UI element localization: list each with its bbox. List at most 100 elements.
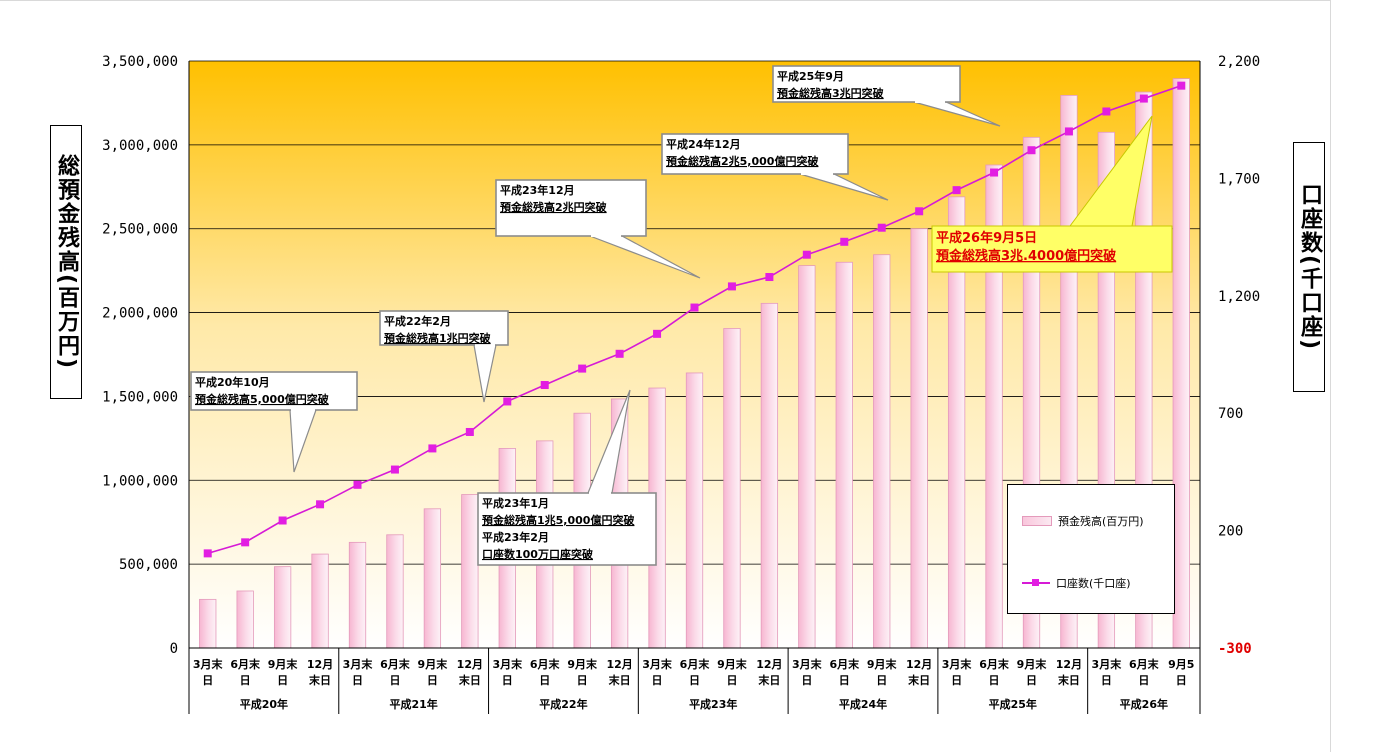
legend-item-bar: 預金残高(百万円) bbox=[1022, 513, 1144, 529]
category-label-line2: 日 bbox=[1026, 674, 1037, 687]
left-tick-label: 500,000 bbox=[119, 557, 178, 573]
callout-text: 預金総残高2兆5,000億円突破 bbox=[666, 154, 818, 168]
category-label-line2: 日 bbox=[352, 674, 363, 687]
category-label-line1: 6月末 bbox=[979, 657, 1010, 671]
line-marker bbox=[1102, 107, 1111, 116]
bar bbox=[835, 261, 853, 649]
category-label-line2: 日 bbox=[1138, 674, 1149, 687]
group-label: 平成21年 bbox=[390, 697, 438, 711]
right-tick-label: 2,200 bbox=[1218, 54, 1260, 70]
left-tick-label: 3,000,000 bbox=[102, 138, 178, 154]
line-marker bbox=[1177, 81, 1186, 90]
category-label-line2: 日 bbox=[951, 674, 962, 687]
category-label-line2: 日 bbox=[277, 674, 288, 687]
annotation-callout: 平成23年1月預金総残高1兆5,000億円突破平成23年2月口座数100万口座突… bbox=[477, 389, 657, 566]
left-tick-label: 2,000,000 bbox=[102, 306, 178, 322]
category-label-line2: 末日 bbox=[458, 673, 481, 687]
legend-bar-label: 預金残高(百万円) bbox=[1058, 515, 1144, 528]
callout-text: 預金総残高2兆円突破 bbox=[500, 200, 607, 214]
category-label-line1: 3月末 bbox=[792, 657, 823, 671]
category-label-line2: 日 bbox=[801, 674, 812, 687]
callout-date: 平成23年1月 bbox=[482, 496, 549, 510]
category-label-line2: 日 bbox=[689, 674, 700, 687]
group-label: 平成22年 bbox=[539, 697, 587, 711]
callout-text: 預金総残高1兆5,000億円突破 bbox=[482, 513, 634, 527]
group-label: 平成26年 bbox=[1120, 697, 1168, 711]
line-marker bbox=[353, 480, 362, 489]
callout-text: 預金総残高3兆.4000億円突破 bbox=[936, 248, 1116, 264]
left-tick-label: 1,500,000 bbox=[102, 389, 178, 405]
right-axis-title-text: 口座数(千口座) bbox=[1297, 182, 1322, 352]
category-label-line1: 12月 bbox=[906, 658, 932, 671]
line-marker bbox=[390, 465, 399, 474]
category-label-line1: 9月末 bbox=[567, 657, 598, 671]
line-marker bbox=[1139, 94, 1148, 103]
legend-line-swatch bbox=[1022, 579, 1050, 587]
category-label-line1: 3月末 bbox=[492, 657, 523, 671]
group-label: 平成23年 bbox=[689, 697, 737, 711]
line-marker bbox=[915, 207, 924, 216]
category-label-line2: 末日 bbox=[1057, 673, 1080, 687]
category-label-line2: 日 bbox=[502, 674, 513, 687]
right-axis-title: 口座数(千口座) bbox=[1293, 142, 1325, 392]
category-label-line1: 9月5 bbox=[1168, 658, 1194, 671]
category-label-line2: 日 bbox=[240, 674, 251, 687]
group-label: 平成25年 bbox=[989, 697, 1037, 711]
legend-line-label: 口座数(千口座) bbox=[1056, 577, 1131, 590]
callout-box bbox=[190, 371, 358, 411]
left-tick-label: 1,000,000 bbox=[102, 473, 178, 489]
right-tick-label: 1,200 bbox=[1218, 289, 1260, 305]
line-marker bbox=[203, 549, 212, 558]
callout-text: 預金総残高5,000億円突破 bbox=[195, 392, 329, 406]
left-axis-title: 総預金残高(百万円) bbox=[50, 125, 82, 399]
line-marker bbox=[540, 381, 549, 390]
category-label-line2: 日 bbox=[202, 674, 213, 687]
callout-text: 預金総残高3兆円突破 bbox=[777, 86, 884, 100]
right-tick-label: 200 bbox=[1218, 524, 1243, 540]
line-marker bbox=[503, 397, 512, 406]
line-marker bbox=[990, 168, 999, 177]
bar bbox=[723, 328, 741, 649]
legend-bar-swatch bbox=[1022, 516, 1052, 526]
group-label: 平成20年 bbox=[240, 697, 288, 711]
bar bbox=[461, 494, 479, 649]
category-label-line1: 6月末 bbox=[1129, 657, 1160, 671]
category-label-line1: 9月末 bbox=[418, 657, 449, 671]
left-axis-title-text: 総預金残高(百万円) bbox=[54, 153, 79, 371]
category-label-line2: 末日 bbox=[907, 673, 930, 687]
category-label-line2: 末日 bbox=[608, 673, 631, 687]
bar bbox=[760, 302, 779, 649]
category-label-line1: 9月末 bbox=[867, 657, 898, 671]
left-tick-label: 2,500,000 bbox=[102, 222, 178, 238]
bar bbox=[423, 508, 442, 649]
line-marker bbox=[727, 282, 736, 291]
line-marker bbox=[465, 427, 474, 436]
callout-date: 平成26年9月5日 bbox=[936, 230, 1037, 246]
line-marker bbox=[278, 516, 287, 525]
category-label-line2: 日 bbox=[652, 674, 663, 687]
line-marker bbox=[1027, 146, 1036, 155]
line-marker bbox=[578, 364, 587, 373]
category-label-line2: 日 bbox=[726, 674, 737, 687]
category-label-line1: 6月末 bbox=[680, 657, 711, 671]
bar bbox=[273, 566, 292, 649]
line-marker bbox=[1064, 127, 1073, 136]
category-label-line2: 末日 bbox=[308, 673, 331, 687]
callout-box bbox=[661, 133, 849, 175]
right-tick-label: 1,700 bbox=[1218, 171, 1260, 187]
frame-right-border bbox=[1330, 0, 1331, 752]
category-label-line2: 日 bbox=[1176, 674, 1187, 687]
category-label-line1: 12月 bbox=[756, 658, 782, 671]
callout-box bbox=[495, 179, 647, 237]
frame-top-border bbox=[0, 0, 1330, 1]
category-label-line1: 3月末 bbox=[343, 657, 374, 671]
category-label-line1: 9月末 bbox=[268, 657, 299, 671]
category-label-line1: 9月末 bbox=[717, 657, 748, 671]
